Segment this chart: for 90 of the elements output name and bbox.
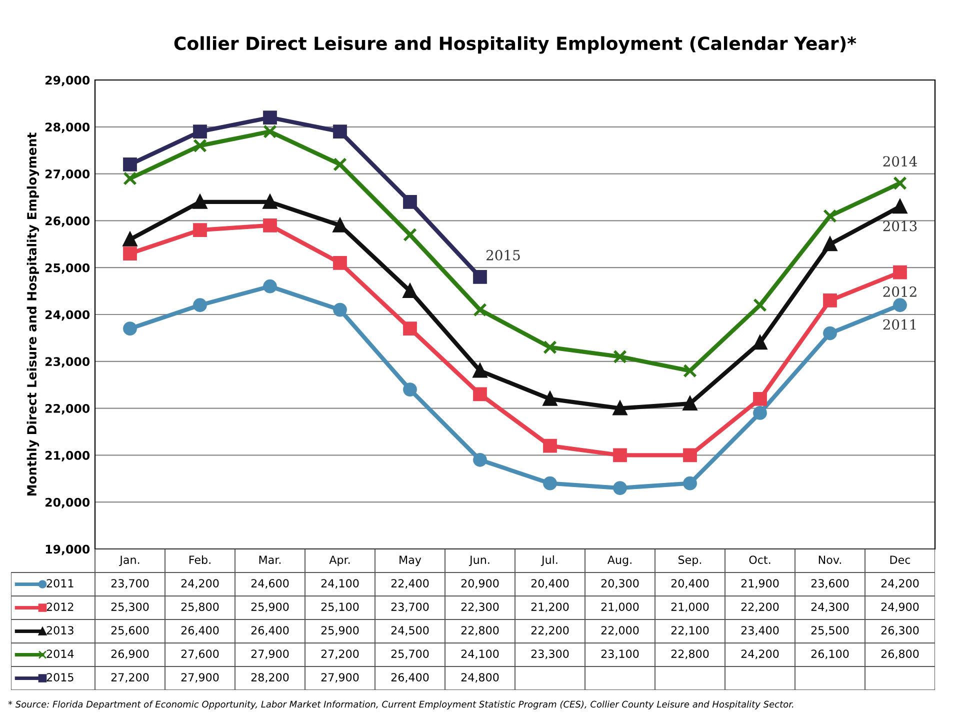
data-label: 24,900 (881, 602, 919, 612)
data-label: 20,300 (601, 579, 639, 589)
data-label: 24,200 (741, 650, 779, 660)
legend-label: 2011 (46, 579, 74, 588)
data-label: 23,400 (741, 626, 779, 636)
data-label: 26,100 (811, 650, 849, 660)
text: 2012 (883, 286, 916, 297)
legend-label: 2012 (46, 602, 74, 611)
data-label: 23,300 (531, 650, 569, 660)
x-tick-label: May (400, 556, 422, 566)
data-label: 27,200 (111, 673, 149, 683)
y-tick-label: 19,000 (46, 544, 90, 556)
x-tick-label: Apr. (329, 556, 350, 566)
data-label: 23,700 (391, 602, 429, 612)
data-label: 26,400 (181, 626, 219, 636)
text: * Source: Florida Department of Economic Opportunity, Labor Market Information, Current Employment Statistic Program (CES), Collier County Leisure and Hospitality Sector. (8, 700, 794, 710)
data-label: 24,600 (251, 579, 289, 589)
data-label: 20,400 (671, 579, 709, 589)
text: 2014 (883, 156, 917, 167)
y-tick-label: 29,000 (46, 76, 90, 86)
legend-label: 2013 (46, 626, 74, 634)
data-label: 20,900 (461, 579, 499, 589)
data-label: 25,700 (391, 650, 429, 660)
data-label: 24,800 (461, 673, 499, 683)
text: 2011 (883, 319, 916, 330)
data-label: 24,500 (391, 626, 429, 636)
y-tick-label: 21,000 (46, 450, 90, 462)
data-label: 26,400 (391, 673, 429, 683)
data-label: 25,600 (111, 626, 149, 636)
chart-title: Collier Direct Leisure and Hospitality Employment (Calendar Year)* (174, 36, 856, 54)
data-label: 26,400 (251, 626, 289, 636)
data-label: 21,200 (531, 602, 569, 612)
data-label: 22,000 (601, 626, 639, 636)
data-label: 27,900 (251, 650, 289, 660)
data-label: 22,200 (531, 626, 569, 636)
data-label: 24,200 (181, 579, 219, 589)
y-axis-title: Monthly Direct Leisure and Hospitality Employment (26, 132, 40, 496)
x-tick-label: Jan. (119, 556, 140, 566)
data-label: 22,300 (461, 602, 499, 612)
data-label: 27,600 (181, 650, 219, 660)
text: 2015 (486, 250, 520, 260)
data-label: 24,100 (461, 650, 499, 660)
data-label: 22,100 (671, 626, 709, 636)
x-tick-label: Oct. (749, 556, 770, 564)
x-tick-label: Jun. (468, 556, 490, 566)
x-tick-label: Sep. (678, 556, 702, 566)
data-label: 27,900 (321, 673, 359, 683)
x-tick-label: Dec (890, 556, 910, 564)
data-label: 25,900 (321, 626, 359, 636)
y-tick-label: 27,000 (46, 170, 90, 180)
text: 2013 (883, 220, 917, 232)
y-tick-label: 23,000 (46, 357, 90, 368)
data-label: 25,800 (181, 602, 219, 612)
data-label: 25,900 (251, 602, 289, 612)
x-tick-label: Aug. (607, 556, 632, 566)
data-label: 26,800 (881, 650, 919, 660)
y-tick-label: 24,000 (46, 310, 90, 321)
data-label: 22,800 (461, 626, 499, 636)
data-label: 22,400 (391, 579, 429, 589)
y-tick-label: 20,000 (46, 498, 90, 508)
data-label: 24,200 (881, 579, 919, 589)
data-label: 28,200 (251, 673, 289, 683)
data-label: 20,400 (531, 579, 569, 589)
y-tick-label: 26,000 (46, 216, 90, 227)
data-label: 23,700 (111, 579, 149, 589)
data-label: 24,300 (811, 602, 849, 612)
data-label: 23,600 (811, 579, 849, 589)
data-label: 21,000 (601, 602, 639, 612)
data-label: 27,200 (321, 650, 359, 660)
data-label: 21,900 (741, 579, 779, 589)
data-label: 25,300 (111, 602, 149, 612)
x-tick-label: Feb. (189, 555, 210, 564)
x-tick-label: Jul. (540, 555, 558, 566)
x-tick-label: Mar. (259, 556, 281, 564)
data-label: 23,100 (601, 650, 639, 660)
legend-label: 2014 (46, 650, 74, 658)
data-label: 25,500 (811, 626, 849, 636)
data-label: 26,900 (111, 650, 149, 660)
y-tick-label: 25,000 (46, 263, 90, 274)
data-label: 27,900 (181, 673, 219, 683)
legend-label: 2015 (46, 673, 74, 682)
data-label: 21,000 (671, 602, 709, 612)
y-tick-label: 22,000 (46, 404, 90, 414)
y-tick-label: 28,000 (46, 122, 90, 134)
data-label: 22,200 (741, 602, 779, 612)
data-label: 22,800 (671, 650, 709, 660)
data-label: 26,300 (881, 626, 919, 636)
data-label: 24,100 (321, 579, 359, 589)
data-label: 25,100 (321, 602, 359, 612)
x-tick-label: Nov. (818, 556, 841, 564)
